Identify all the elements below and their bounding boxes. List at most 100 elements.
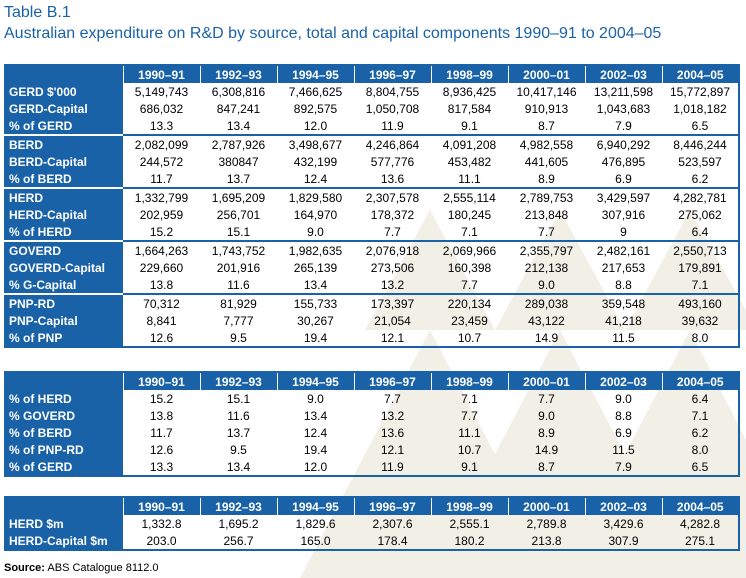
table-cell: 2,069,966 xyxy=(431,240,508,259)
table-cell: 11.6 xyxy=(227,408,250,423)
table-cell: 7.7 xyxy=(461,408,478,423)
table-cell: 8.9 xyxy=(538,171,555,186)
table-cell: 164,970 xyxy=(293,207,338,222)
table-cell: 6.9 xyxy=(615,425,632,440)
table-cell: 1,982,635 xyxy=(277,240,354,259)
year-header: 2002–03 xyxy=(584,372,662,390)
table-cell: 13.2 xyxy=(380,408,405,423)
table-cell: 43,122 xyxy=(528,313,565,328)
table-cell: 13,211,598 xyxy=(593,84,654,99)
table-cell: 9.0 xyxy=(307,391,324,406)
table-row: % of BERD 11.7 13.7 12.4 13.6 11.1 8.9 6.9 6.2 xyxy=(5,424,739,441)
table-row: % of GERD 13.3 13.4 12.0 11.9 9.1 8.7 7.9 6.5 xyxy=(5,458,739,476)
table-cell: 13.7 xyxy=(226,171,251,186)
year-header: 2002–03 xyxy=(584,497,662,515)
table-cell: 11.7 xyxy=(150,171,173,186)
table-cell: 13.4 xyxy=(226,459,251,474)
table-cell: 13.3 xyxy=(149,118,174,133)
table-cell: 203.0 xyxy=(146,533,177,548)
row-label: % of GERD xyxy=(5,117,123,135)
table-cell: 9.1 xyxy=(461,118,478,133)
row-label: % of GERD xyxy=(5,458,123,476)
header-corner xyxy=(5,372,123,390)
row-label: HERD-Capital $m xyxy=(5,532,123,550)
table-cell: 12.6 xyxy=(149,442,174,457)
table-cell: 453,482 xyxy=(447,154,492,169)
table-cell: 213.8 xyxy=(531,533,562,548)
table-cell: 160,398 xyxy=(447,260,492,275)
table-cell: 577,776 xyxy=(370,154,415,169)
table-cell: 6.2 xyxy=(691,171,709,186)
year-header: 1996–97 xyxy=(353,65,431,83)
table-cell: 202,959 xyxy=(139,207,184,222)
table-cell: 7.1 xyxy=(461,224,478,239)
year-header: 2004–05 xyxy=(661,65,739,83)
table-row: % G-Capital 13.8 11.6 13.4 13.2 7.7 9.0 8.8 7.1 xyxy=(5,276,739,294)
table-cell: 13.4 xyxy=(226,118,251,133)
table-cell: 13.7 xyxy=(226,425,251,440)
table-cell: 2,082,099 xyxy=(123,134,200,153)
table-cell: 9.0 xyxy=(615,391,632,406)
table-row: PNP-Capital 8,841 7,777 30,267 21,054 23,459 4… xyxy=(5,312,739,329)
table-cell: 9.0 xyxy=(538,277,555,292)
table-cell: 12.6 xyxy=(149,330,174,345)
table-cell: 7.1 xyxy=(691,277,709,292)
table-cell: 7.9 xyxy=(615,118,632,133)
table-cell: 6.2 xyxy=(691,425,709,440)
table-cell: 2,555.1 xyxy=(449,516,490,531)
table-row: GERD-Capital 686,032 847,241 892,575 1,050,7… xyxy=(5,100,739,117)
table-cell: 2,482,161 xyxy=(585,240,662,259)
table-cell: 39,632 xyxy=(681,313,719,328)
row-label: GOVERD xyxy=(5,240,123,259)
table-cell: 8.8 xyxy=(615,277,632,292)
table-cell: 12.0 xyxy=(303,118,328,133)
table-cell: 15.1 xyxy=(226,391,251,406)
table-cell: 180,245 xyxy=(447,207,492,222)
table-cell: 229,660 xyxy=(139,260,184,275)
table-cell: 7.1 xyxy=(691,408,709,423)
table-cell: 12.1 xyxy=(380,442,405,457)
table-cell: 9 xyxy=(620,224,627,239)
year-header: 1992–93 xyxy=(199,372,277,390)
title-block: Table B.1 Australian expenditure on R&D … xyxy=(4,3,661,45)
table-cell: 12.1 xyxy=(380,330,405,345)
table-cell: 19.4 xyxy=(303,442,328,457)
table-cell: 289,038 xyxy=(508,293,585,312)
year-header: 2000–01 xyxy=(507,497,585,515)
table-cell: 12.4 xyxy=(303,171,328,186)
table-cell: 275,062 xyxy=(678,207,722,222)
table-cell: 4,282.8 xyxy=(679,516,721,531)
table-cell: 9.5 xyxy=(230,442,247,457)
row-label: % of BERD xyxy=(5,170,123,188)
table-row: HERD-Capital $m 203.0 256.7 165.0 178.4 180.2… xyxy=(5,532,739,550)
source-text: ABS Catalogue 8112.0 xyxy=(47,562,159,574)
year-header: 1994–95 xyxy=(276,372,354,390)
source-note: Source: ABS Catalogue 8112.0 xyxy=(4,562,159,574)
year-header: 1990–91 xyxy=(122,497,200,515)
table-cell: 13.6 xyxy=(380,171,405,186)
table-label: Table B.1 xyxy=(4,4,71,21)
year-header: 1990–91 xyxy=(122,372,200,390)
year-header: 1990–91 xyxy=(122,65,200,83)
year-header: 1996–97 xyxy=(353,372,431,390)
table-cell: 9.1 xyxy=(461,459,478,474)
table-caption: Australian expenditure on R&D by source,… xyxy=(4,25,662,42)
table-cell: 8,446,244 xyxy=(662,134,739,153)
header-corner xyxy=(5,65,123,83)
table-cell: 4,982,558 xyxy=(508,134,585,153)
table-cell: 155,733 xyxy=(277,293,354,312)
table-cell: 8,841 xyxy=(146,313,177,328)
table-cell: 8,936,425 xyxy=(442,84,497,99)
table-cell: 2,307,578 xyxy=(354,187,431,206)
table-cell: 15,772,897 xyxy=(669,84,731,99)
table-cell: 6.5 xyxy=(691,118,709,133)
row-label: GOVERD-Capital xyxy=(5,259,123,276)
table-cell: 265,139 xyxy=(293,260,338,275)
table-cell: 13.6 xyxy=(380,425,405,440)
year-header: 2000–01 xyxy=(507,372,585,390)
table-cell: 307.9 xyxy=(608,533,639,548)
table-cell: 178.4 xyxy=(377,533,408,548)
table-cell: 12.4 xyxy=(303,425,328,440)
table-cell: 70,312 xyxy=(123,293,200,312)
table-cell: 1,050,708 xyxy=(365,101,420,116)
